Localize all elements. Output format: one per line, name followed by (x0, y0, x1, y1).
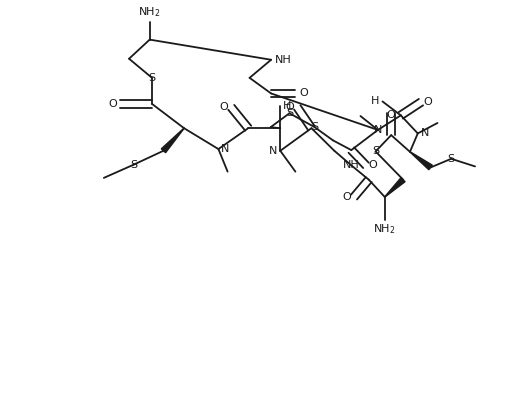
Text: O: O (387, 110, 395, 120)
Text: O: O (108, 99, 117, 109)
Text: O: O (342, 192, 351, 202)
Text: NH: NH (343, 160, 360, 170)
Text: O: O (369, 160, 377, 170)
Text: O: O (219, 102, 228, 112)
Text: N: N (374, 125, 382, 135)
Text: N: N (421, 129, 429, 139)
Polygon shape (385, 178, 405, 197)
Text: S: S (149, 73, 155, 83)
Text: H: H (283, 101, 291, 111)
Text: O: O (299, 88, 308, 98)
Text: H: H (371, 96, 380, 106)
Text: NH$_2$: NH$_2$ (373, 222, 396, 236)
Polygon shape (161, 128, 184, 153)
Text: NH: NH (275, 55, 292, 65)
Text: NH$_2$: NH$_2$ (139, 5, 161, 19)
Text: S: S (286, 108, 293, 118)
Polygon shape (410, 152, 432, 170)
Text: S: S (311, 122, 318, 132)
Text: S: S (130, 160, 137, 170)
Text: O: O (286, 102, 295, 112)
Text: S: S (372, 146, 379, 156)
Text: N: N (222, 144, 229, 154)
Text: S: S (448, 154, 455, 164)
Text: O: O (424, 97, 433, 107)
Text: N: N (269, 146, 277, 156)
